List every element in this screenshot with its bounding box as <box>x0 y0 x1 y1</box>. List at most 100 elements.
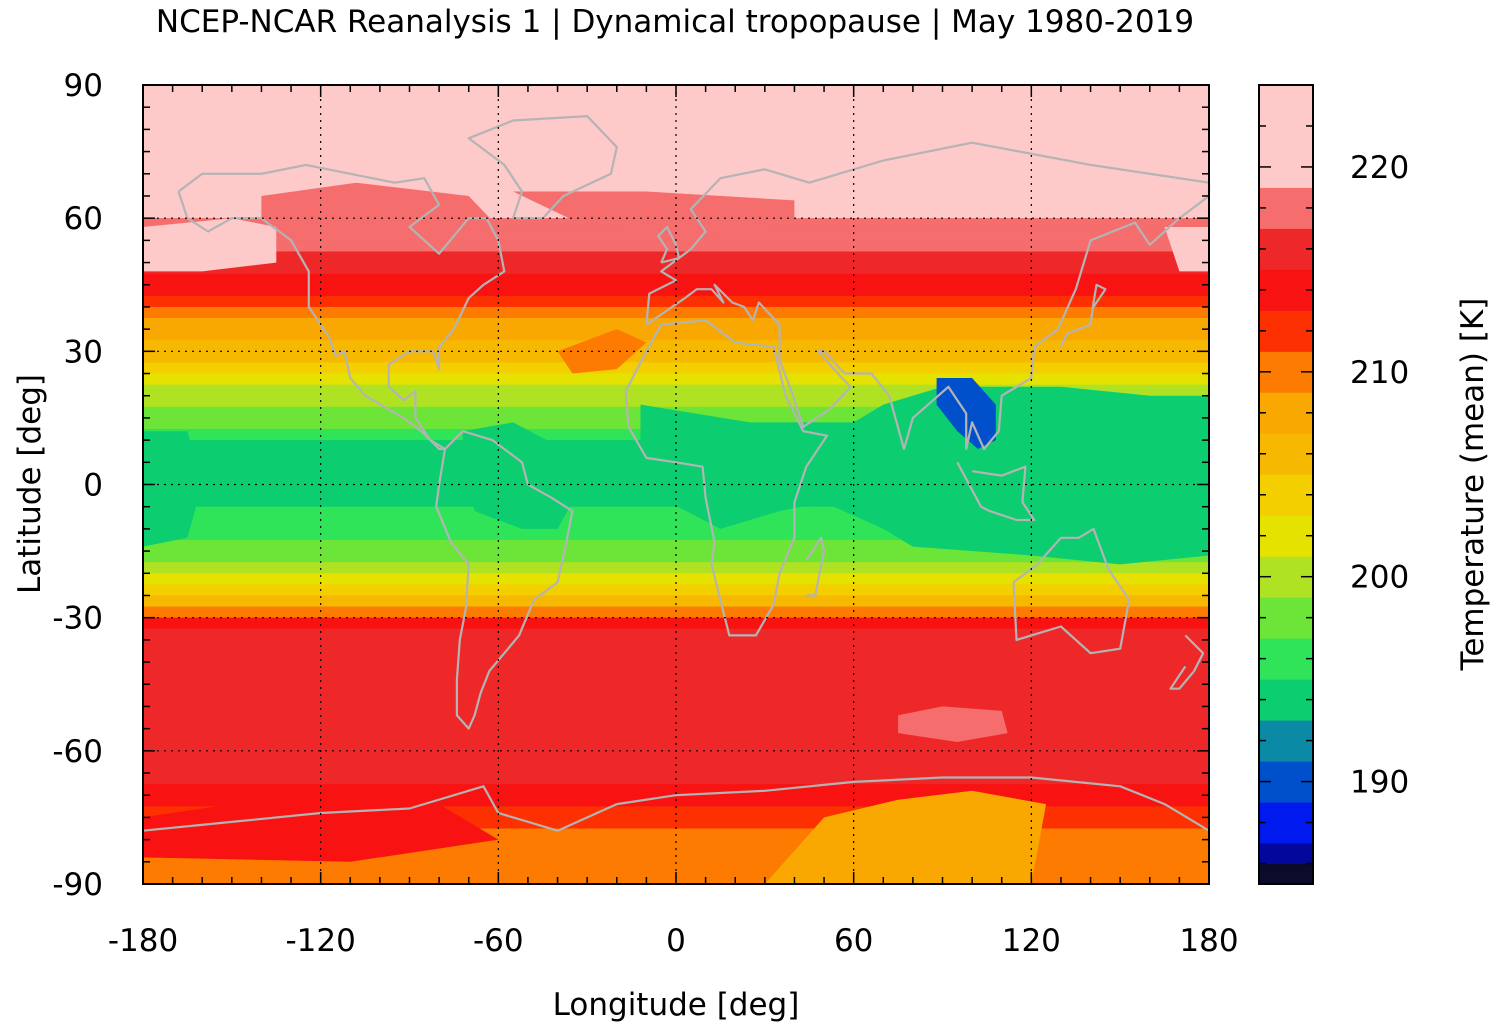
temperature-band <box>143 539 1209 552</box>
y-axis-label: Latitude [deg] <box>12 374 48 594</box>
temperature-band <box>143 229 1209 241</box>
temperature-band <box>143 295 1209 308</box>
colorbar-level <box>1259 269 1313 311</box>
colorbar-level <box>1259 228 1313 270</box>
y-tick-label: -90 <box>52 867 103 903</box>
southern-ocean-warm-patch <box>898 706 1008 742</box>
temperature-band <box>143 784 1209 796</box>
temperature-band <box>143 684 1209 696</box>
y-tick-label: 30 <box>64 334 103 370</box>
temperature-band <box>143 595 1209 608</box>
colorbar-tick-label: 210 <box>1350 355 1409 391</box>
x-tick-label: 60 <box>834 923 873 959</box>
temperature-band <box>143 140 1209 153</box>
x-tick-label: 180 <box>1179 923 1238 959</box>
coastline-africa <box>624 319 829 637</box>
temperature-band <box>143 284 1209 297</box>
temperature-band <box>143 673 1209 685</box>
temperature-band <box>143 606 1209 619</box>
chart-title: NCEP-NCAR Reanalysis 1 | Dynamical tropo… <box>156 4 1194 40</box>
x-tick-label: 120 <box>1002 923 1061 959</box>
coastline-antarctica <box>142 776 1210 832</box>
plot-area <box>142 84 1211 885</box>
colorbar-tick-labels: 190 200 210 220 <box>1350 150 1409 801</box>
colorbar-level <box>1259 863 1313 885</box>
temperature-band <box>143 728 1209 741</box>
coastline-south-america <box>435 430 574 730</box>
coastline-japan <box>1059 283 1107 348</box>
coastline-madagascar <box>805 536 826 597</box>
colorbar-frame <box>1258 84 1314 885</box>
temperature-band <box>143 351 1209 364</box>
colorbar-level <box>1259 310 1313 352</box>
temperature-band <box>143 839 1209 852</box>
y-tick-label: -30 <box>52 601 103 637</box>
south-america-cold-region <box>462 422 573 529</box>
temperature-band <box>143 362 1209 375</box>
colorbar-level <box>1259 474 1313 516</box>
temperature-band <box>143 329 1209 341</box>
coastline-north-america <box>177 163 506 451</box>
coastline-greenland <box>467 115 618 220</box>
coastline-new-zealand <box>1169 634 1205 690</box>
colorbar-tick-label: 220 <box>1350 150 1409 186</box>
temperature-band <box>143 340 1209 352</box>
azores-orange-region <box>557 329 647 374</box>
colorbar-level <box>1259 187 1313 229</box>
temperature-band <box>143 617 1209 630</box>
colorbar-tick-label: 190 <box>1350 765 1409 801</box>
temperature-band <box>143 173 1209 186</box>
aleutian-warm-region <box>143 218 277 272</box>
temperature-band <box>143 761 1209 774</box>
x-tick-label: -60 <box>473 923 524 959</box>
y-tick-label: -60 <box>52 734 103 770</box>
coastline-eurasia <box>645 141 1211 451</box>
y-tick-label: 0 <box>83 468 103 504</box>
colorbar-level <box>1259 392 1313 434</box>
grid-lines <box>143 85 1209 884</box>
temperature-band <box>143 573 1209 585</box>
x-tick-label: -120 <box>285 923 355 959</box>
temperature-band <box>143 384 1209 397</box>
colorbar-tick-label: 200 <box>1350 560 1409 596</box>
colorbar-level <box>1259 515 1313 557</box>
temperature-band <box>143 251 1209 264</box>
colorbar <box>1258 84 1314 885</box>
temperature-band <box>143 861 1209 874</box>
temperature-band <box>143 806 1209 819</box>
coastline-australia <box>1012 527 1131 655</box>
axis-ticks <box>142 84 1210 885</box>
colorbar-level <box>1259 843 1313 865</box>
kamchatka-warm-region <box>1164 227 1209 272</box>
temperature-band <box>143 706 1209 719</box>
x-tick-label: 0 <box>666 923 686 959</box>
colorbar-level <box>1259 433 1313 475</box>
colorbar-ticks <box>1259 125 1313 865</box>
temperature-band <box>143 817 1209 830</box>
x-tick-labels: -180 -120 -60 0 60 120 180 <box>108 923 1239 959</box>
colorbar-level <box>1259 597 1313 639</box>
colorbar-level <box>1259 720 1313 762</box>
temperature-band <box>143 162 1209 175</box>
temperature-band <box>143 151 1209 164</box>
temperature-band <box>143 96 1209 108</box>
coastline-uk <box>657 225 681 264</box>
temperature-band <box>143 795 1209 807</box>
x-tick-label: -180 <box>108 923 178 959</box>
temperature-band <box>143 551 1209 563</box>
coastline-indonesia <box>956 461 1036 522</box>
colorbar-level <box>1259 679 1313 721</box>
y-tick-label: 90 <box>64 68 103 104</box>
colorbar-level <box>1259 802 1313 844</box>
temperature-band <box>143 750 1209 763</box>
temperature-band <box>143 628 1209 641</box>
temperature-band <box>143 306 1209 319</box>
temperature-band <box>143 739 1209 752</box>
indo-pacific-cold-region <box>640 386 1209 565</box>
central-pacific-cold-region <box>143 431 203 547</box>
temperature-band <box>143 118 1209 130</box>
north-atlantic-polar-red <box>513 191 795 236</box>
y-tick-label: 60 <box>64 201 103 237</box>
coastlines <box>142 115 1211 832</box>
